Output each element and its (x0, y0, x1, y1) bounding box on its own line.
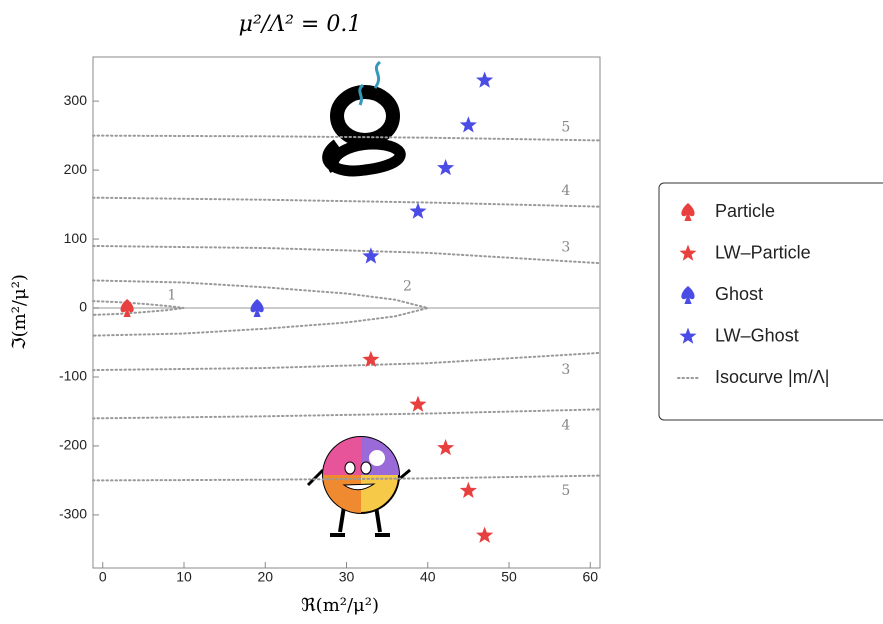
isocurve-label: 3 (561, 362, 570, 378)
legend-label: Isocurve |m/Λ| (715, 367, 829, 387)
isocurve-label: 2 (403, 279, 412, 295)
isocurve-label: 4 (561, 417, 570, 433)
x-axis-label: ℜ(m²/μ²) (301, 595, 379, 616)
chart-title: μ²/Λ² = 0.1 (239, 12, 362, 37)
legend-marker (679, 244, 697, 261)
x-tick-label: 20 (257, 569, 273, 585)
legend-label: Ghost (715, 284, 763, 304)
point (437, 159, 455, 176)
legend-marker (679, 327, 697, 344)
x-tick-label: 0 (99, 569, 107, 585)
y-axis-label: ℑ(m²/μ²) (9, 274, 30, 350)
y-tick-label: -100 (59, 368, 87, 384)
point (476, 71, 494, 88)
legend-label: Particle (715, 201, 775, 221)
isocurve (92, 134, 601, 482)
legend-marker (681, 286, 695, 304)
x-tick-label: 60 (582, 569, 598, 585)
point (362, 350, 380, 368)
point (120, 299, 134, 318)
x-tick-label: 50 (501, 569, 517, 585)
isocurve-label: 5 (561, 119, 570, 135)
legend-label: LW–Particle (715, 242, 811, 262)
legend-marker (681, 203, 695, 221)
logo-g (322, 60, 406, 177)
point (250, 299, 264, 318)
y-tick-label: 100 (64, 230, 88, 246)
x-tick-label: 30 (339, 569, 355, 585)
ball-character (306, 436, 411, 537)
x-tick-label: 10 (176, 569, 192, 585)
legend-label: LW–Ghost (715, 325, 799, 345)
isocurve-label: 4 (561, 183, 570, 199)
y-tick-label: 200 (64, 161, 88, 177)
x-tick-label: 40 (420, 569, 436, 585)
isocurve (92, 196, 601, 420)
y-tick-label: 300 (64, 92, 88, 108)
isocurve-label: 1 (167, 288, 176, 304)
y-tick-label: -300 (59, 506, 87, 522)
isocurve-label: 3 (561, 239, 570, 255)
point (459, 116, 477, 133)
point (409, 202, 427, 219)
isocurve (92, 279, 428, 337)
point (409, 395, 427, 412)
point (437, 439, 455, 456)
point (459, 481, 477, 499)
isocurve (92, 244, 601, 372)
legend (658, 182, 883, 421)
point (476, 526, 494, 543)
y-tick-label: -200 (59, 437, 87, 453)
isocurve-label: 5 (561, 483, 570, 499)
point (362, 247, 380, 264)
y-tick-label: 0 (79, 299, 87, 315)
